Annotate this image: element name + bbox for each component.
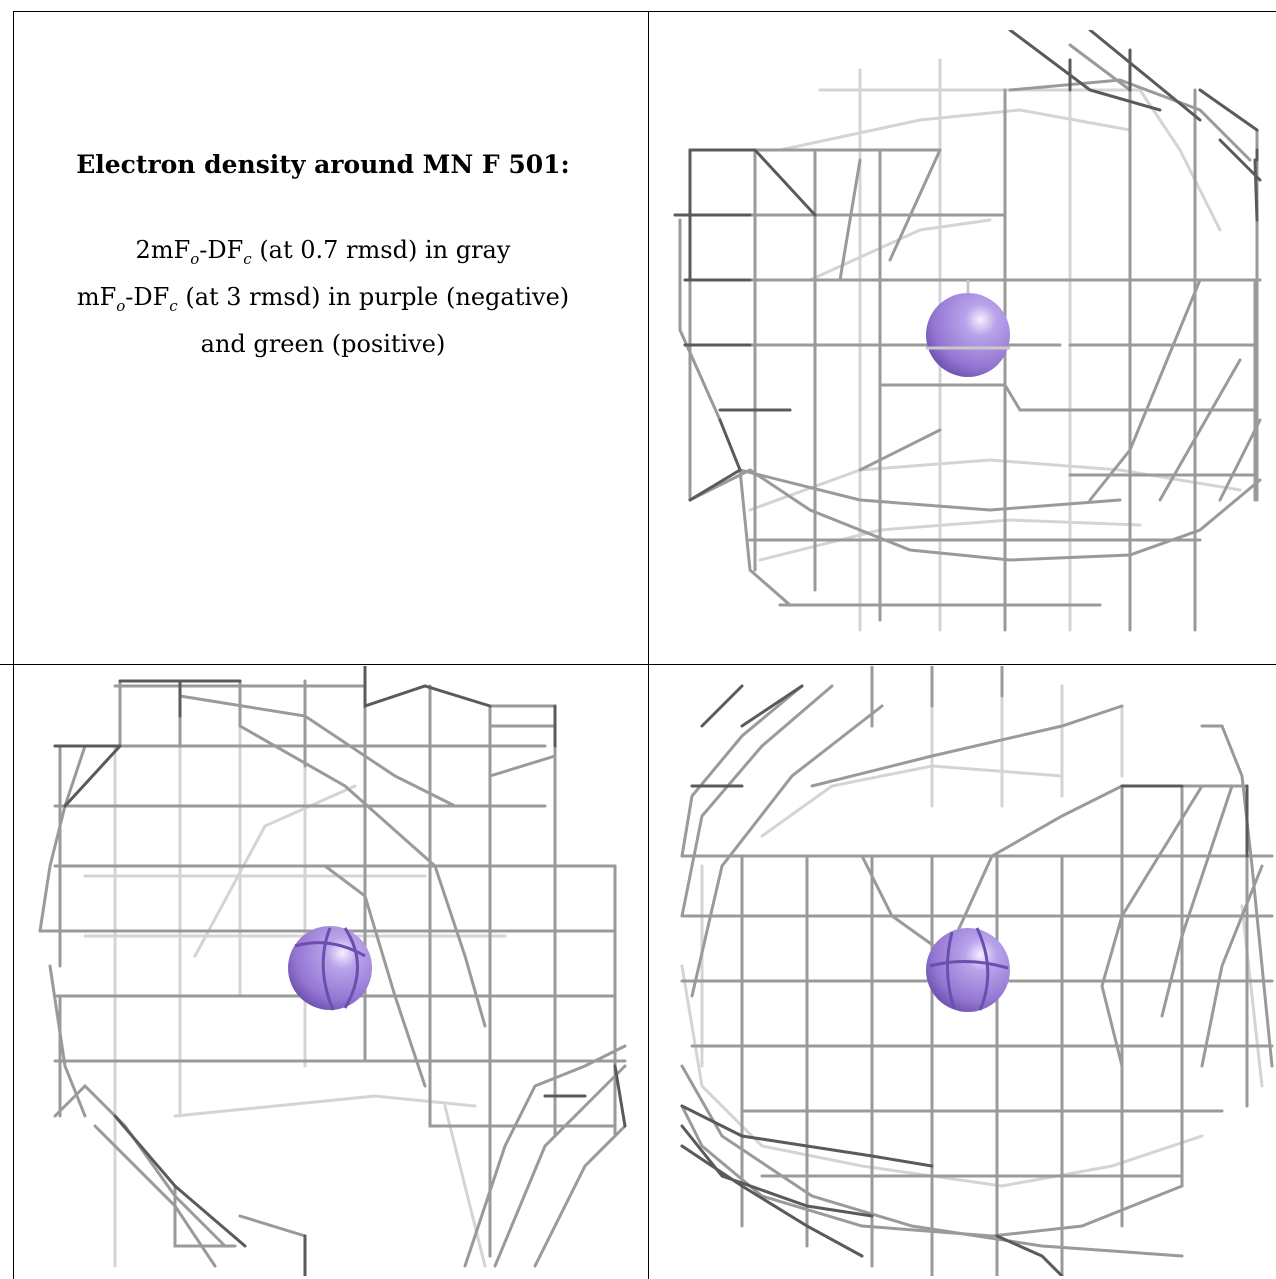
caption-line-green: and green (positive) — [200, 329, 446, 358]
frame-row-divider — [0, 664, 1276, 665]
caption-line-2fofc: 2mFo-DFc (at 0.7 rmsd) in gray — [135, 236, 511, 268]
caption-panel: Electron density around MN F 501: 2mFo-D… — [18, 150, 628, 363]
caption-title: Electron density around MN F 501: — [76, 150, 570, 179]
caption-line-fofc: mFo-DFc (at 3 rmsd) in purple (negative) — [76, 282, 570, 315]
frame-middle-divider — [648, 11, 649, 1279]
frame-left-border — [13, 11, 14, 1279]
view-bottom-right — [662, 666, 1274, 1276]
view-top-right — [660, 30, 1274, 636]
mn-sphere-bottom-right — [926, 927, 1010, 1012]
mesh-top-right — [673, 30, 1262, 632]
mesh-bottom-right — [680, 666, 1274, 1276]
mn-sphere-top-right — [926, 280, 1010, 377]
mesh-bottom-left — [38, 666, 627, 1276]
frame-top-border — [13, 11, 1276, 12]
mn-sphere-bottom-left — [288, 926, 372, 1011]
view-bottom-left — [25, 666, 635, 1276]
